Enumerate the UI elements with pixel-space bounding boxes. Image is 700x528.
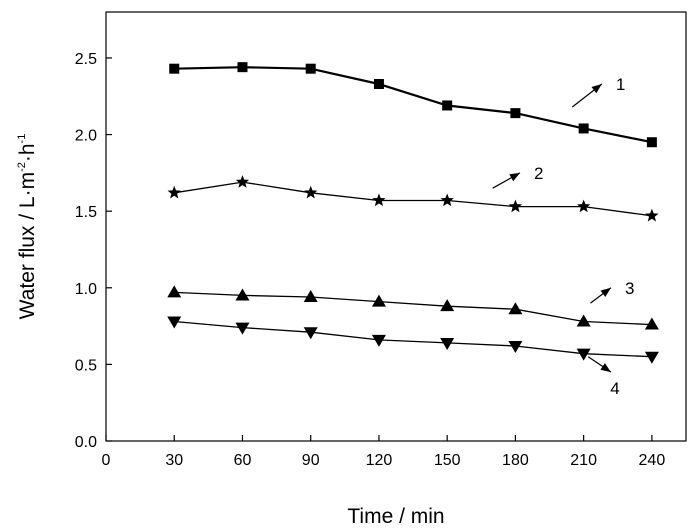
x-tick-label-6: 180: [502, 452, 529, 469]
annotation-layer: 1 2 3 4: [492, 75, 634, 398]
x-tick-label-1: 30: [165, 452, 183, 469]
x-tick-label-7: 210: [570, 452, 597, 469]
axis-ticks: 0 30 60 90 120 150 180 210 240 0.0 0.5 1.0 1.5 2.0 2.5: [75, 51, 666, 469]
plot-frame: [105, 11, 687, 442]
series-2-point-1: [235, 175, 250, 188]
x-axis-label: Time / min: [347, 505, 444, 528]
series-3-point-4: [440, 299, 455, 312]
annotation-2: 2: [492, 164, 543, 189]
series-4-point-2: [303, 327, 318, 340]
series-4-point-7: [644, 351, 659, 364]
annotation-1-label: 1: [616, 75, 625, 94]
series-4: [167, 316, 659, 364]
series-3-point-5: [508, 302, 523, 315]
y-tick-label-2: 1.0: [75, 281, 97, 298]
y-axis-label-prefix: Water flux / L·m: [16, 172, 39, 319]
series-4-line: [174, 320, 652, 358]
series-4-point-4: [440, 337, 455, 350]
x-tick-label-2: 60: [234, 452, 252, 469]
series-1-point-2: [305, 63, 316, 74]
annotation-4-arrow-head: [600, 363, 611, 373]
y-axis-label-exp2: -1: [16, 134, 28, 144]
series-1: [169, 62, 657, 148]
series-1-point-1: [237, 62, 248, 73]
series-4-point-6: [576, 348, 591, 361]
series-1-point-7: [646, 137, 657, 148]
annotation-4: 4: [587, 356, 620, 398]
x-tick-label-3: 90: [302, 452, 320, 469]
y-tick-label-3: 1.5: [75, 204, 97, 221]
x-tick-label-8: 240: [639, 452, 666, 469]
series-4-point-0: [167, 316, 182, 329]
x-tick-label-0: 0: [102, 452, 111, 469]
series-3-point-7: [644, 317, 659, 330]
annotation-2-label: 2: [534, 164, 543, 183]
series-4-point-5: [508, 341, 523, 354]
y-tick-label-0: 0.0: [75, 434, 97, 451]
series-layer: [167, 62, 659, 364]
annotation-2-arrow-head: [509, 172, 520, 182]
series-2-line: [174, 181, 652, 217]
x-tick-label-5: 150: [434, 452, 461, 469]
series-2: [167, 175, 659, 222]
series-2-point-5: [508, 199, 523, 213]
series-2-point-4: [440, 193, 454, 207]
series-4-point-3: [371, 334, 386, 347]
y-tick-label-1: 0.5: [75, 357, 97, 374]
series-3-point-3: [371, 294, 386, 307]
y-tick-label-4: 2.0: [75, 128, 97, 145]
series-1-line: [174, 66, 653, 144]
y-axis-label: Water flux / L·m-2·h-1: [16, 134, 39, 320]
annotation-3-arrow-head: [600, 287, 611, 297]
series-2-point-2: [304, 185, 318, 199]
series-2-point-0: [167, 185, 181, 199]
y-axis-label-mid: ·h: [16, 143, 39, 162]
y-tick-label-5: 2.5: [75, 51, 97, 68]
x-tick-label-4: 120: [366, 452, 393, 469]
series-1-point-0: [169, 63, 180, 74]
annotation-4-label: 4: [610, 379, 619, 398]
series-1-point-3: [373, 79, 384, 90]
series-1-point-4: [442, 100, 453, 111]
series-3-line: [174, 291, 652, 326]
series-3-point-2: [303, 289, 318, 302]
annotation-1: 1: [571, 75, 625, 108]
annotation-1-arrow-head: [591, 84, 602, 94]
series-4-point-1: [235, 322, 250, 335]
series-1-point-6: [578, 123, 589, 134]
series-3-point-1: [235, 288, 250, 301]
series-2-point-3: [372, 193, 386, 207]
series-3: [167, 285, 659, 330]
series-2-point-7: [645, 208, 659, 222]
annotation-3: 3: [590, 279, 634, 304]
series-3-point-6: [576, 314, 591, 327]
series-2-point-6: [576, 199, 591, 213]
series-1-point-5: [510, 108, 521, 119]
y-axis-label-exp1: -2: [16, 162, 28, 172]
series-3-point-0: [167, 285, 182, 298]
annotation-3-label: 3: [625, 279, 634, 298]
